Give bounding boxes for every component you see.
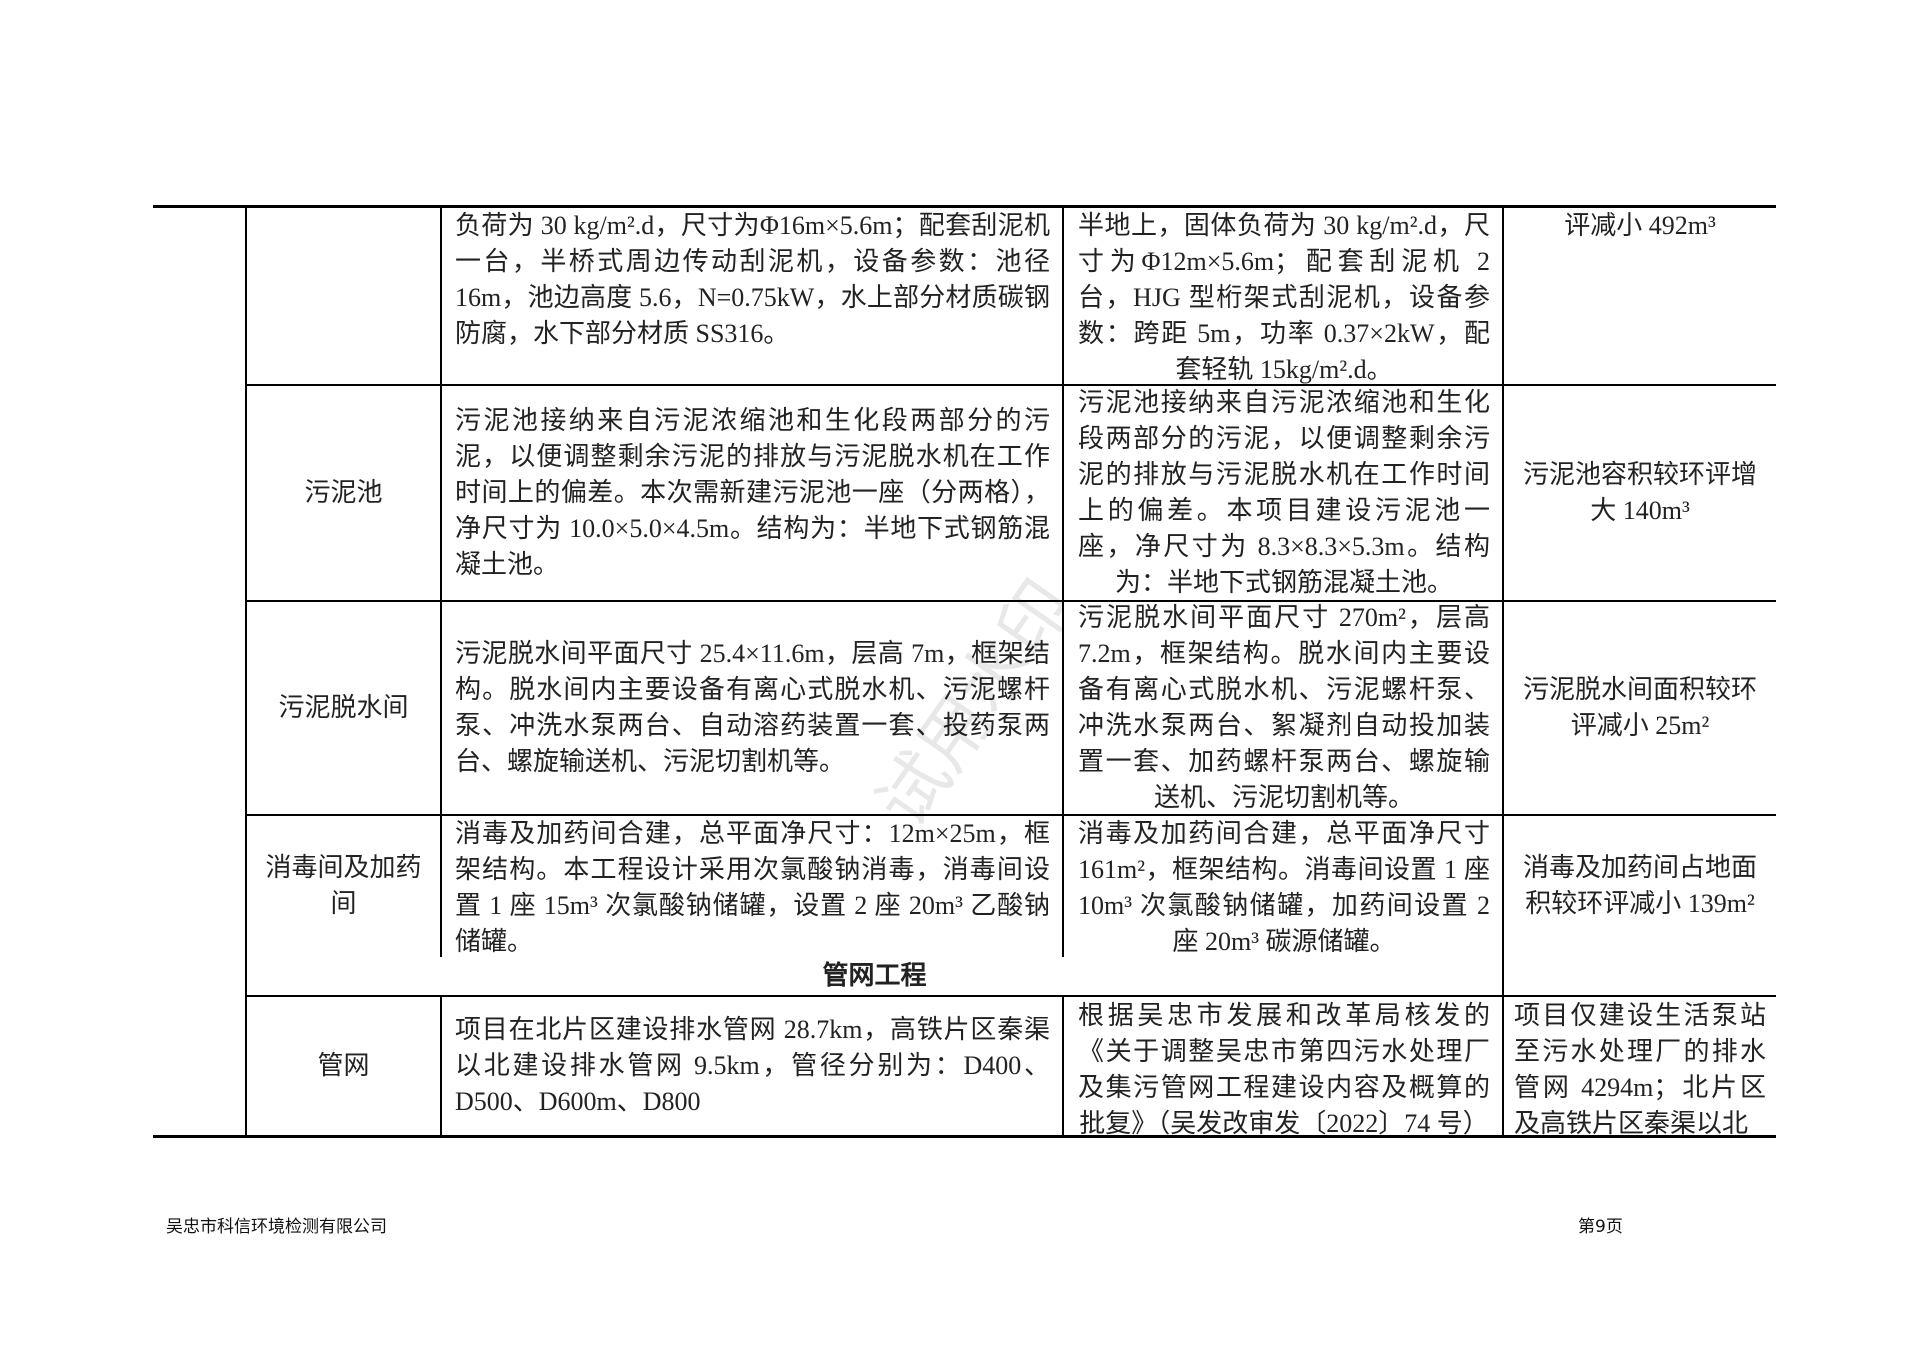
row-divider [246,995,1776,997]
eia-text: 污泥脱水间平面尺寸 25.4×11.6m，层高 7m，框架结构。脱水间内主要设备… [455,639,1050,776]
eia-cell: 污泥池接纳来自污泥浓缩池和生化段两部分的污泥，以便调整剩余污泥的排放与污泥脱水机… [442,386,1062,600]
row-divider [246,814,1776,816]
eia-cell: 消毒及加药间合建，总平面净尺寸：12m×25m，框架结构。本工程设计采用次氯酸钠… [442,816,1062,956]
actual-text: 消毒及加药间合建，总平面净尺寸 161m²，框架结构。消毒间设置 1 座 10m… [1078,819,1490,956]
col-divider [440,996,442,1136]
eia-text: 项目在北片区建设排水管网 28.7km，高铁片区秦渠以北建设排水管网 9.5km… [455,1015,1050,1116]
eia-text: 负荷为 30 kg/m².d，尺寸为Φ16m×5.6m；配套刮泥机一台，半桥式周… [455,211,1050,348]
row-name: 管网 [247,997,440,1135]
diff-text: 评减小 492m³ [1564,211,1716,240]
eia-cell: 项目在北片区建设排水管网 28.7km，高铁片区秦渠以北建设排水管网 9.5km… [442,997,1062,1135]
row-name-text: 污泥池 [304,478,383,507]
col-divider [1062,207,1064,957]
diff-cell: 污泥池容积较环评增大 140m³ [1504,386,1776,600]
row-name-text: 管网 [317,1051,370,1080]
eia-cell: 负荷为 30 kg/m².d，尺寸为Φ16m×5.6m；配套刮泥机一台，半桥式周… [442,208,1062,384]
eia-text: 消毒及加药间合建，总平面净尺寸：12m×25m，框架结构。本工程设计采用次氯酸钠… [455,819,1050,956]
actual-cell: 污泥池接纳来自污泥浓缩池和生化段两部分的污泥，以便调整剩余污泥的排放与污泥脱水机… [1064,386,1502,600]
actual-text: 半地上，固体负荷为 30 kg/m².d，尺寸为Φ12m×5.6m；配套刮泥机 … [1078,211,1490,384]
col-divider [245,207,247,1136]
diff-cell: 项目仅建设生活泵站至污水处理厂的排水管网 4294m；北片区及高铁片区秦渠以北 [1504,998,1776,1135]
actual-cell: 消毒及加药间合建，总平面净尺寸 161m²，框架结构。消毒间设置 1 座 10m… [1064,816,1502,956]
eia-cell: 污泥脱水间平面尺寸 25.4×11.6m，层高 7m，框架结构。脱水间内主要设备… [442,602,1062,814]
col-divider [440,207,442,957]
diff-text: 污泥脱水间面积较环评减小 25m² [1522,675,1757,740]
table-bottom-border [153,1135,1776,1138]
diff-text: 项目仅建设生活泵站至污水处理厂的排水管网 4294m；北片区及高铁片区秦渠以北 [1514,1001,1766,1135]
row-name: 消毒间及加药间 [247,816,440,956]
diff-text: 消毒及加药间占地面积较环评减小 139m² [1522,853,1757,918]
row-name: 污泥脱水间 [247,602,440,814]
col-divider [1502,207,1504,1136]
row-name-text: 消毒间及加药间 [265,853,422,918]
col-divider [1062,996,1064,1136]
table-top-border [153,205,1776,208]
footer-page-number: 第9页 [1578,1217,1623,1237]
diff-cell: 消毒及加药间占地面积较环评减小 139m² [1504,816,1776,956]
diff-cell: 污泥脱水间面积较环评减小 25m² [1504,602,1776,814]
actual-text: 污泥脱水间平面尺寸 270m²，层高 7.2m，框架结构。脱水间内主要设备有离心… [1078,603,1490,812]
row-name: 污泥池 [247,386,440,600]
eia-text: 污泥池接纳来自污泥浓缩池和生化段两部分的污泥，以便调整剩余污泥的排放与污泥脱水机… [455,406,1050,579]
row-name [247,208,440,384]
section-header: 管网工程 [247,956,1502,996]
diff-cell: 评减小 492m³ [1504,208,1776,384]
row-divider [246,600,1776,602]
actual-cell: 根据吴忠市发展和改革局核发的《关于调整吴忠市第四污水处理厂及集污管网工程建设内容… [1064,998,1502,1135]
actual-text: 根据吴忠市发展和改革局核发的《关于调整吴忠市第四污水处理厂及集污管网工程建设内容… [1078,1001,1490,1135]
section-title: 管网工程 [822,961,927,990]
actual-cell: 半地上，固体负荷为 30 kg/m².d，尺寸为Φ12m×5.6m；配套刮泥机 … [1064,208,1502,384]
footer-company: 吴忠市科信环境检测有限公司 [166,1217,387,1237]
actual-cell: 污泥脱水间平面尺寸 270m²，层高 7.2m，框架结构。脱水间内主要设备有离心… [1064,602,1502,814]
row-divider [246,384,1776,386]
diff-text: 污泥池容积较环评增大 140m³ [1522,460,1757,525]
row-name-text: 污泥脱水间 [278,693,409,722]
actual-text: 污泥池接纳来自污泥浓缩池和生化段两部分的污泥，以便调整剩余污泥的排放与污泥脱水机… [1078,388,1490,597]
